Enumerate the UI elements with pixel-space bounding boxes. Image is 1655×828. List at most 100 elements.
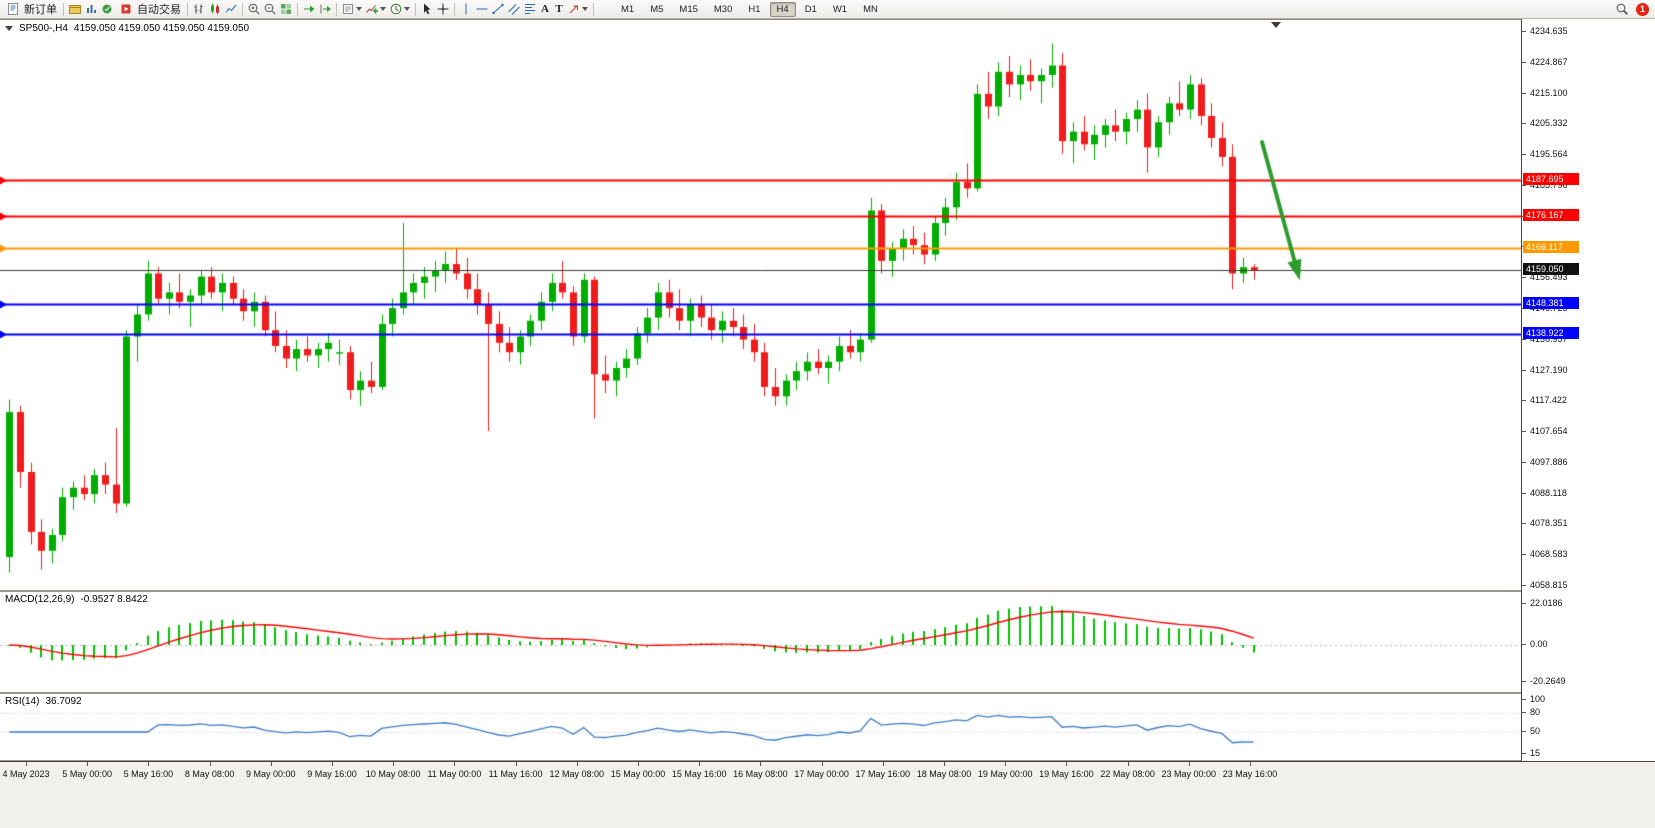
toolbar-separator [242,2,243,16]
time-axis-tick [515,762,517,766]
cursor-icon[interactable] [419,2,435,17]
text-tool-icon[interactable]: A [541,3,549,15]
macd-axis-label: 22.0186 [1530,598,1563,609]
time-axis-tick [1188,762,1190,766]
new-chart-icon[interactable] [340,2,356,17]
price-axis-label: 4068.583 [1530,549,1568,560]
time-axis-label: 19 May 00:00 [977,769,1033,779]
price-axis-label: 4215.100 [1530,87,1568,98]
period-clock-icon[interactable] [388,2,404,17]
profiles-icon[interactable] [83,2,99,17]
rsi-chart-canvas[interactable] [0,694,1521,760]
price-axis-label: 4156.493 [1530,272,1568,283]
price-axis-tick [1522,123,1526,125]
price-axis[interactable]: 4234.635 4224.867 4215.100 4205.332 4195.564… [1521,19,1655,761]
time-axis-tick [1066,762,1068,766]
market-watch-icon[interactable] [99,2,115,17]
time-axis-tick [699,762,701,766]
rsi-axis-label: 100 [1530,694,1546,704]
main-chart-panel[interactable]: SP500-,H4 4159.050 4159.050 4159.050 415… [0,19,1521,590]
time-axis-label: 12 May 08:00 [549,769,605,779]
price-axis-tick [1522,585,1526,586]
horizontal-line-tool-icon[interactable] [474,2,490,17]
text-label-tool-icon[interactable]: T [555,3,563,15]
time-axis-label: 9 May 16:00 [307,769,357,779]
panel-separator[interactable] [0,692,1521,694]
time-axis-tick [454,762,456,766]
timeframe-button-m5[interactable]: M5 [650,3,664,15]
time-axis-label: 9 May 00:00 [246,769,296,779]
timeframe-button-m15[interactable]: M15 [679,3,698,15]
time-axis[interactable]: 4 May 2023 5 May 00:00 5 May 16:00 8 May 08… [0,761,1655,828]
rsi-panel[interactable]: RSI(14) 36.7092 [0,694,1521,760]
search-icon[interactable] [1614,2,1630,17]
timeframe-button-h1[interactable]: H1 [748,3,761,15]
favorites-icon[interactable] [67,2,83,17]
time-axis-label: 11 May 00:00 [427,769,482,779]
price-axis-tick [1522,461,1526,463]
candlestick-chart-canvas[interactable] [0,20,1521,590]
time-axis-label: 16 May 08:00 [733,769,788,779]
time-axis-tick [638,762,639,766]
time-axis-tick [882,762,884,766]
timeframe-button-d1[interactable]: D1 [804,3,817,15]
new-chart-dropdown-caret[interactable] [356,7,362,11]
price-axis-label: 4224.867 [1530,56,1568,67]
symbol-period-label: SP500-,H4 [19,23,68,34]
new-order-label: 新订单 [24,4,57,16]
candlestick-chart-icon[interactable] [207,2,223,17]
price-axis-tick [1522,61,1526,63]
timeframe-group: M1 M5 M15 M30 H1 H4 D1 W1 MN [613,1,886,17]
timeframe-button-w1[interactable]: W1 [832,3,848,15]
crosshair-icon[interactable] [435,2,451,17]
channel-tool-icon[interactable] [506,2,522,17]
tile-windows-icon[interactable] [278,2,294,17]
trendline-tool-icon[interactable] [490,2,506,17]
indicators-icon[interactable] [364,2,380,17]
line-chart-icon[interactable] [223,2,239,17]
chart-shift-marker-icon [1271,22,1281,28]
chart-workspace: SP500-,H4 4159.050 4159.050 4159.050 415… [0,19,1655,828]
price-axis-tick [1522,554,1526,556]
fibonacci-tool-icon[interactable] [522,2,538,17]
macd-chart-canvas[interactable] [0,592,1521,692]
time-axis-tick [209,762,211,766]
macd-panel[interactable]: MACD(12,26,9) -0.9527 8.8422 [0,592,1521,692]
one-click-trading-toggle-icon[interactable] [5,26,13,31]
timeframe-button-mn[interactable]: MN [863,3,878,15]
price-axis-label: 4195.564 [1530,149,1568,160]
vertical-line-tool-icon[interactable] [458,2,474,17]
zoom-out-icon[interactable] [262,2,278,17]
price-axis-tick [1522,369,1526,371]
arrows-dropdown-caret[interactable] [582,7,588,11]
indicators-dropdown-caret[interactable] [380,7,386,11]
auto-scroll-icon[interactable] [301,2,317,17]
chart-shift-icon[interactable] [317,2,333,17]
period-dropdown-caret[interactable] [404,7,410,11]
rsi-axis-tick [1522,699,1526,700]
zoom-in-icon[interactable] [246,2,262,17]
auto-trading-button[interactable]: 自动交易 [115,1,184,17]
bar-chart-icon[interactable] [191,2,207,17]
toolbar-separator [593,2,594,16]
timeframe-button-m1[interactable]: M1 [621,3,635,15]
timeframe-button-m30[interactable]: M30 [713,3,733,15]
time-axis-label: 11 May 16:00 [488,769,543,779]
price-axis-tick [1522,184,1526,186]
notification-badge[interactable]: 1 [1636,2,1649,16]
auto-trading-label: 自动交易 [137,4,181,16]
macd-axis-tick [1522,603,1526,605]
price-axis-label: 4205.332 [1530,118,1568,129]
time-axis-tick [1127,762,1129,766]
toolbar-separator [63,2,64,16]
timeframe-button-h4[interactable]: H4 [769,1,796,17]
price-axis-label: 4117.422 [1530,395,1567,406]
time-axis-label: 23 May 16:00 [1222,769,1278,779]
price-axis-tick [1522,154,1526,156]
macd-axis-label: -20.2649 [1530,676,1566,687]
arrows-tool-icon[interactable] [566,2,582,17]
new-order-button[interactable]: 新订单 [2,1,60,17]
panel-separator[interactable] [0,590,1521,592]
time-axis-label: 19 May 16:00 [1039,769,1094,779]
toolbar-separator [454,2,455,16]
